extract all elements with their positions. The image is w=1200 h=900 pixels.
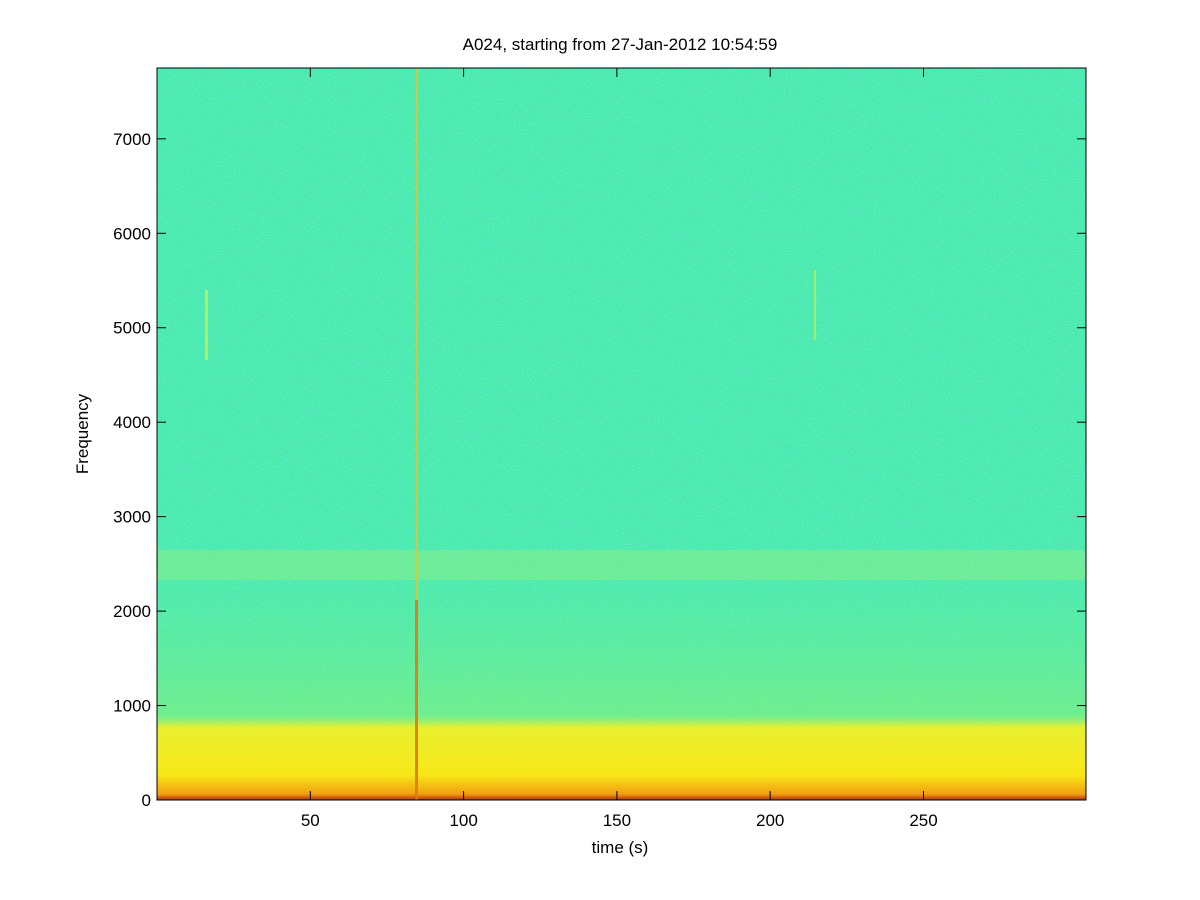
spectrogram-image <box>157 68 1086 800</box>
y-tick-label: 7000 <box>113 130 151 149</box>
x-tick-label: 50 <box>301 811 320 830</box>
x-axis-label: time (s) <box>592 838 649 857</box>
x-tick-label: 100 <box>449 811 477 830</box>
chart-title: A024, starting from 27-Jan-2012 10:54:59 <box>463 35 778 54</box>
x-tick-label: 150 <box>603 811 631 830</box>
y-tick-label: 1000 <box>113 697 151 716</box>
y-tick-label: 6000 <box>113 224 151 243</box>
x-tick-label: 200 <box>756 811 784 830</box>
plot-frame <box>156 67 1087 801</box>
y-tick-label: 4000 <box>113 413 151 432</box>
y-axis-label: Frequency <box>73 393 92 474</box>
y-tick-label: 3000 <box>113 508 151 527</box>
x-tick-label: 250 <box>909 811 937 830</box>
y-tick-label: 2000 <box>113 602 151 621</box>
y-tick-label: 5000 <box>113 319 151 338</box>
y-tick-label: 0 <box>142 791 151 810</box>
